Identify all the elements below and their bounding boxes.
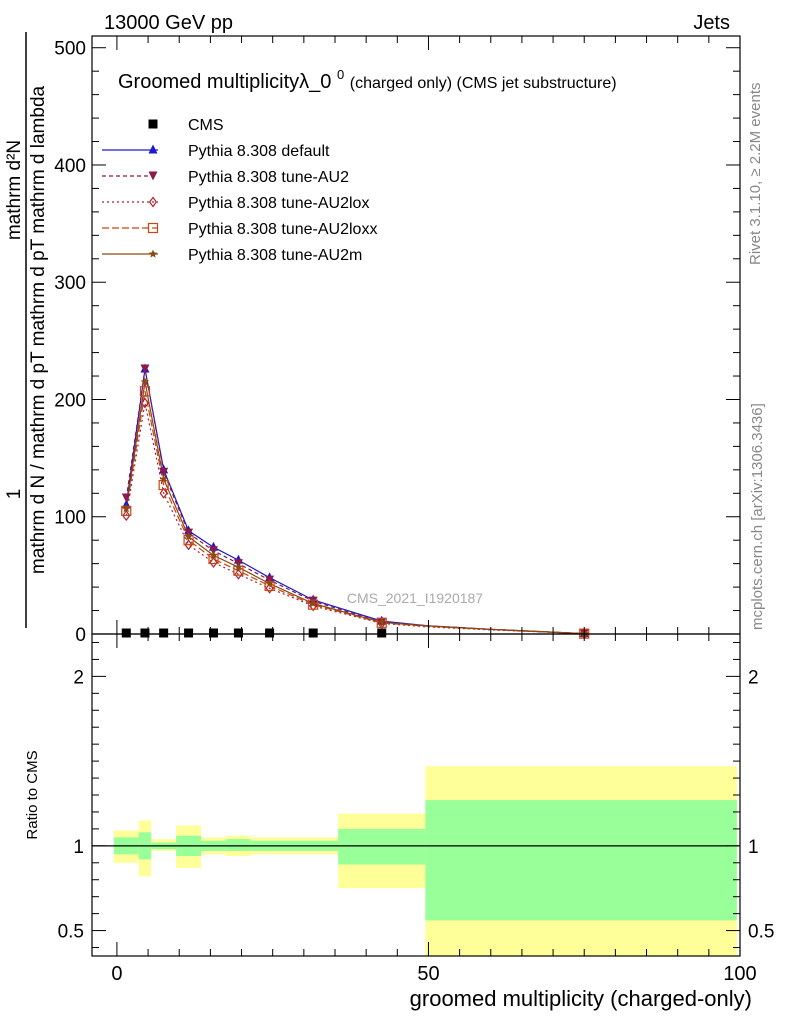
ratio-y-tick-label: 1 <box>73 837 84 858</box>
main-y-tick-label: 100 <box>54 508 86 529</box>
x-tick-label: 0 <box>111 963 122 985</box>
cms-point <box>140 628 150 638</box>
legend-label: Pythia 8.308 tune-AU2lox <box>188 195 369 212</box>
main-y-tick-label: 300 <box>54 273 86 294</box>
ratio-plot: 0.5 0.5 1 1 2 2 0 50 100 <box>58 633 774 985</box>
cms-point <box>184 628 194 638</box>
series-point-5 <box>308 599 318 608</box>
series-point-5 <box>140 377 150 386</box>
series-point-3 <box>159 487 168 499</box>
series-point-5 <box>184 532 193 541</box>
header-right-label: Jets <box>693 12 730 34</box>
x-tick-label: 50 <box>417 963 439 985</box>
legend-label: Pythia 8.308 tune-AU2 <box>188 169 349 186</box>
series-point-5 <box>234 562 243 571</box>
legend-label: Pythia 8.308 tune-AU2m <box>188 247 362 264</box>
mcplots-label: mcplots.cern.ch [arXiv:1306.3436] <box>749 403 766 630</box>
series-point-5 <box>377 617 386 626</box>
cms-point <box>308 628 318 638</box>
series-line-2 <box>125 368 585 635</box>
y-label-denominator: mathrm d N / mathrm d pT mathrm d pT mat… <box>28 85 49 574</box>
series-point-2 <box>121 493 131 503</box>
series-line-5 <box>125 381 585 635</box>
ratio-inner-band <box>425 800 737 921</box>
ratio-y-tick-label-right: 2 <box>748 667 759 688</box>
plot-title: Groomed multiplicityλ_0 0 (charged only)… <box>118 62 617 93</box>
y-label-prefix: 1 <box>4 489 25 500</box>
ratio-y-axis-label: Ratio to CMS <box>24 750 41 839</box>
header-left-label: 13000 GeV pp <box>104 12 233 34</box>
series-point-4 <box>139 386 151 397</box>
legend-marker <box>148 249 158 258</box>
series-point-5 <box>122 504 131 513</box>
series-point-5 <box>265 579 274 588</box>
main-y-axis-label: 1 mathrm d²N mathrm d N / mathrm d pT ma… <box>4 32 49 628</box>
series-point-3 <box>209 556 218 568</box>
legend-marker <box>147 222 159 234</box>
legend-marker <box>148 171 158 181</box>
rivet-label: Rivet 3.1.10, ≥ 2.2M events <box>747 83 764 266</box>
legend-marker <box>148 119 158 129</box>
analysis-watermark: CMS_2021_I1920187 <box>347 590 483 606</box>
plot-title-main: Groomed multiplicityλ_0 <box>118 71 331 93</box>
series-point-3 <box>140 397 150 409</box>
main-plot-markers <box>121 363 590 640</box>
x-axis-label: groomed multiplicity (charged-only) <box>410 986 752 1011</box>
ratio-axes: 0.5 0.5 1 1 2 2 0 50 100 <box>58 633 774 985</box>
y-label-numerator: mathrm d²N <box>4 140 25 240</box>
ratio-y-tick-label-right: 0.5 <box>748 922 774 943</box>
plot-title-superscript: 0 <box>337 67 344 82</box>
cms-point <box>121 628 131 638</box>
legend-marker <box>148 144 158 154</box>
legend-label: Pythia 8.308 default <box>188 143 330 160</box>
cms-point <box>233 628 243 638</box>
cms-point <box>377 628 387 638</box>
legend-label: Pythia 8.308 tune-AU2loxx <box>188 221 377 238</box>
series-point-3 <box>184 539 193 551</box>
series-point-3 <box>309 600 318 612</box>
cms-point <box>209 628 218 638</box>
main-y-tick-label: 400 <box>54 156 86 177</box>
series-point-2 <box>209 546 218 556</box>
cms-point <box>159 628 169 638</box>
ratio-inner-band <box>225 839 251 851</box>
ratio-y-tick-label-right: 1 <box>748 837 759 858</box>
main-y-tick-label: 0 <box>75 625 86 646</box>
main-y-tick-label: 500 <box>54 39 86 60</box>
main-y-tick-label: 200 <box>54 390 86 411</box>
series-point-3 <box>234 568 243 580</box>
series-point-5 <box>159 474 168 483</box>
series-point-2 <box>159 467 169 477</box>
cms-point <box>265 628 275 638</box>
plot-title-small: (charged only) (CMS jet substructure) <box>350 75 617 92</box>
series-point-3 <box>122 510 131 522</box>
legend-marker <box>148 196 158 208</box>
ratio-inner-band <box>338 828 426 865</box>
ratio-y-tick-label: 0.5 <box>58 922 84 943</box>
svg-text:Groomed multiplicityλ_0: Groomed multiplicityλ_0 0 (charged only)… <box>118 62 617 93</box>
legend: CMS Pythia 8.308 default Pythia 8.308 tune… <box>102 117 377 264</box>
series-point-2 <box>140 364 150 374</box>
legend-label: CMS <box>188 117 224 134</box>
y-label-denominator-text: mathrm d N / mathrm d pT mathrm d pT mat… <box>28 85 49 574</box>
series-point-5 <box>209 550 218 560</box>
ratio-bands <box>92 766 740 956</box>
ratio-y-tick-label: 2 <box>73 667 84 688</box>
x-tick-label: 100 <box>723 963 756 985</box>
